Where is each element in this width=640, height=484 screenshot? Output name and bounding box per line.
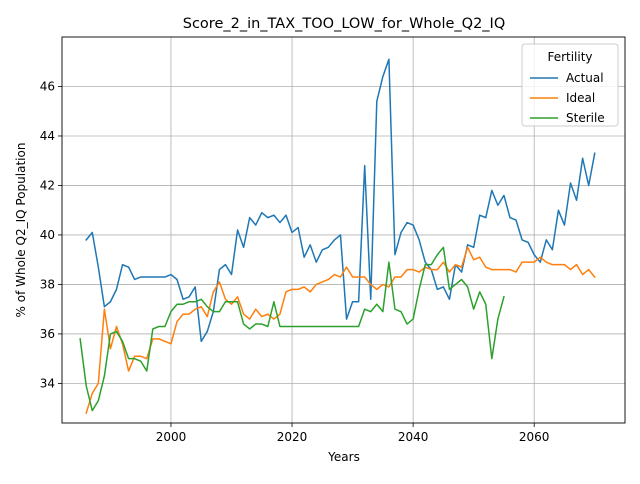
legend: Fertility Actual Ideal Sterile [521, 43, 619, 127]
x-tick-label: 2020 [277, 430, 308, 444]
legend-label: Actual [566, 71, 604, 85]
axis-ticks: 2000 2020 2040 2060 34 36 38 40 42 44 46 [40, 79, 550, 444]
x-axis-label: Years [327, 450, 360, 464]
x-tick-label: 2000 [156, 430, 187, 444]
y-tick-label: 46 [40, 79, 55, 93]
chart-title: Score_2_in_TAX_TOO_LOW_for_Whole_Q2_IQ [183, 16, 506, 32]
series-line-sterile [79, 246, 505, 412]
x-tick-label: 2040 [398, 430, 429, 444]
plot-area-frame [61, 36, 626, 424]
x-tick-label: 2060 [519, 430, 550, 444]
y-tick-label: 44 [40, 129, 55, 143]
y-tick-label: 42 [40, 178, 55, 192]
legend-entries: Actual Ideal Sterile [530, 71, 605, 125]
y-tick-label: 40 [40, 228, 55, 242]
series-lines [79, 58, 596, 415]
y-tick-label: 34 [40, 376, 55, 390]
legend-label: Sterile [566, 111, 605, 125]
legend-box [521, 43, 619, 127]
legend-title: Fertility [547, 50, 592, 64]
y-tick-label: 38 [40, 277, 55, 291]
series-line-actual [85, 58, 596, 343]
y-axis-label: % of Whole Q2_IQ Population [14, 143, 28, 318]
series-line-ideal [85, 246, 596, 415]
legend-label: Ideal [566, 91, 595, 105]
y-tick-label: 36 [40, 327, 55, 341]
